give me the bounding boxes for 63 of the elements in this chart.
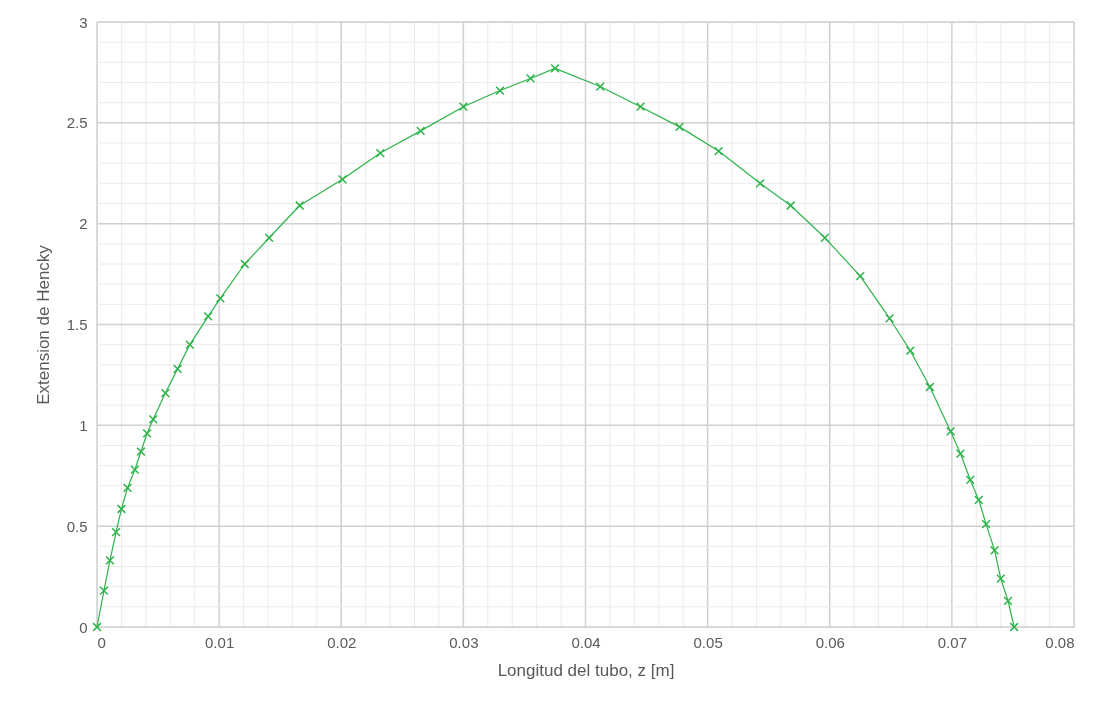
point [240, 259, 250, 269]
y-tick-label: 2.5 [66, 114, 88, 132]
point [996, 573, 1006, 584]
point [855, 271, 865, 281]
point [1003, 596, 1013, 606]
y-tick-label: 2 [79, 215, 88, 233]
point [713, 146, 724, 156]
point [105, 555, 115, 566]
x-tick-label: 0 [97, 633, 106, 651]
y-tick-label: 1 [79, 416, 88, 434]
point [185, 340, 195, 350]
point [525, 73, 536, 84]
point [946, 426, 956, 437]
point [295, 200, 305, 211]
y-axis-title: Extension de Hencky [33, 244, 53, 405]
point [130, 465, 140, 475]
point [122, 483, 133, 493]
x-tick-label: 0.04 [571, 633, 601, 651]
x-tick-label: 0.01 [205, 633, 235, 651]
point [111, 527, 121, 537]
point [172, 364, 183, 374]
y-tick-label: 0 [79, 618, 88, 636]
point [990, 545, 1000, 555]
point [884, 313, 895, 324]
point [820, 233, 830, 243]
x-tick-label: 0.08 [1045, 633, 1075, 651]
point [116, 504, 127, 514]
point [550, 63, 560, 74]
point [375, 148, 385, 158]
point [203, 311, 213, 322]
point [595, 81, 605, 92]
y-tick-label: 3 [79, 13, 88, 31]
point [458, 102, 468, 112]
y-tick-label: 0.5 [66, 517, 88, 535]
point [495, 85, 505, 96]
x-tick-label: 0.03 [449, 633, 479, 651]
point [965, 475, 975, 485]
x-tick-label: 0.07 [937, 633, 967, 651]
x-tick-label: 0.02 [327, 633, 357, 651]
point [974, 495, 984, 505]
point [92, 622, 102, 632]
point [905, 346, 915, 356]
point [142, 428, 152, 439]
point [337, 174, 348, 184]
point [1009, 622, 1019, 632]
point [674, 122, 685, 132]
point [955, 448, 966, 459]
point [215, 293, 225, 303]
point [981, 519, 991, 529]
point [786, 200, 796, 211]
point [148, 414, 158, 424]
point [925, 382, 935, 392]
point [99, 586, 109, 596]
point [755, 178, 765, 188]
point [416, 126, 426, 136]
point [136, 446, 146, 457]
x-axis-title: Longitud del tubo, z [m] [497, 660, 675, 680]
y-tick-label: 1.5 [66, 316, 88, 333]
point [635, 102, 646, 112]
point [160, 388, 171, 398]
x-tick-label: 0.06 [815, 633, 845, 651]
point [264, 233, 274, 243]
x-tick-label: 0.05 [693, 633, 723, 651]
